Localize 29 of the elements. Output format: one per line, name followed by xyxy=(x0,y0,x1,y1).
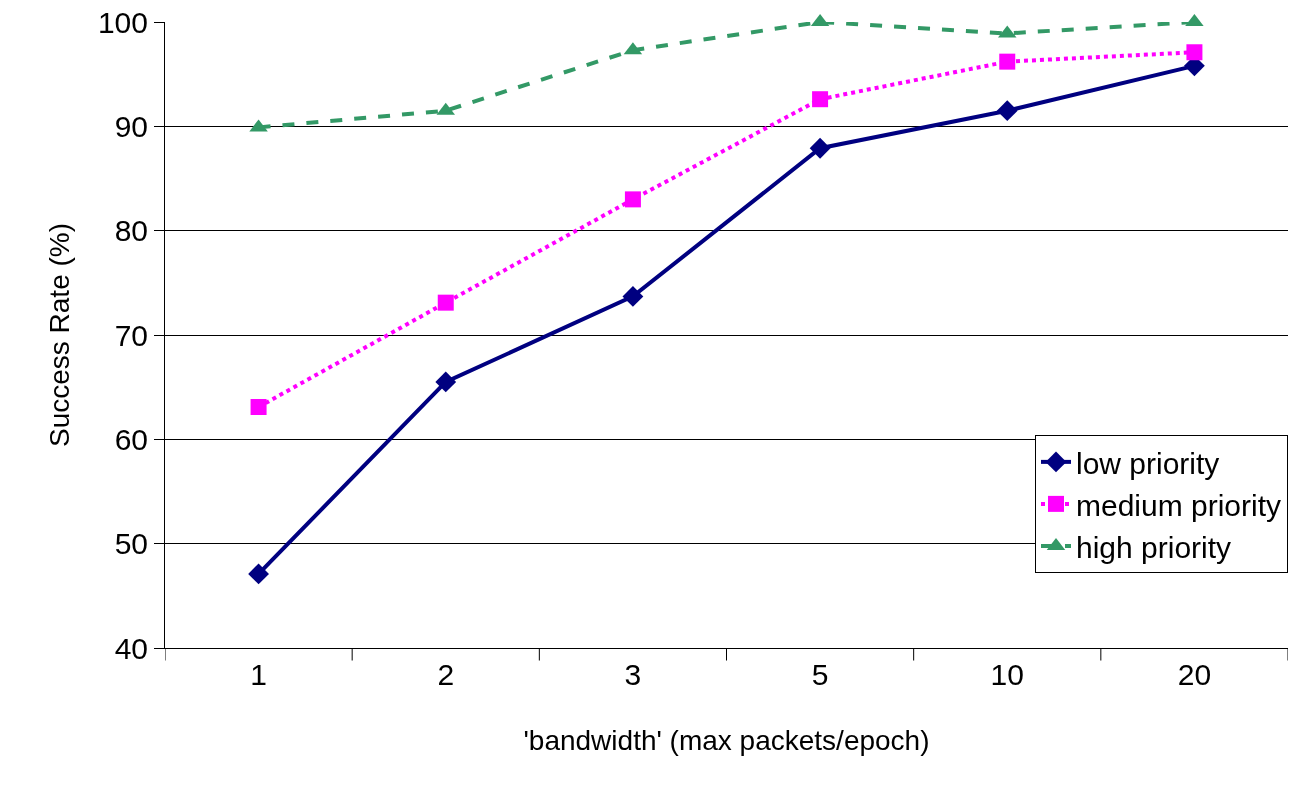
y-tick-label: 60 xyxy=(114,422,148,456)
point xyxy=(624,191,641,208)
x-tick-label: 5 xyxy=(811,658,829,691)
y-tick-label: 100 xyxy=(97,5,148,39)
x-tick-label: 3 xyxy=(624,658,642,691)
legend-label: low priority xyxy=(1076,446,1220,480)
point xyxy=(812,91,829,108)
y-tick-label: 90 xyxy=(114,109,148,143)
y-tick-label: 80 xyxy=(114,214,148,248)
point xyxy=(622,286,644,307)
x-axis-title: 'bandwidth' (max packets/epoch) xyxy=(523,725,930,757)
y-axis-title: Success Rate (%) xyxy=(43,222,75,448)
y-tick-label: 50 xyxy=(114,527,148,561)
point xyxy=(435,371,457,393)
point xyxy=(996,100,1018,122)
legend-label: high priority xyxy=(1076,530,1232,564)
y-tick-label: 70 xyxy=(114,318,148,352)
point xyxy=(250,398,267,415)
x-tick-label: 2 xyxy=(437,658,455,691)
x-tick-label: 1 xyxy=(250,658,267,691)
x-tick-label: 20 xyxy=(1177,658,1212,691)
point xyxy=(999,53,1016,70)
x-tick-label: 10 xyxy=(990,658,1024,691)
point xyxy=(248,563,269,585)
point xyxy=(437,294,454,311)
y-tick-label: 40 xyxy=(114,631,148,665)
point xyxy=(1186,44,1203,61)
legend-label: medium priority xyxy=(1076,488,1282,522)
point xyxy=(809,137,831,159)
